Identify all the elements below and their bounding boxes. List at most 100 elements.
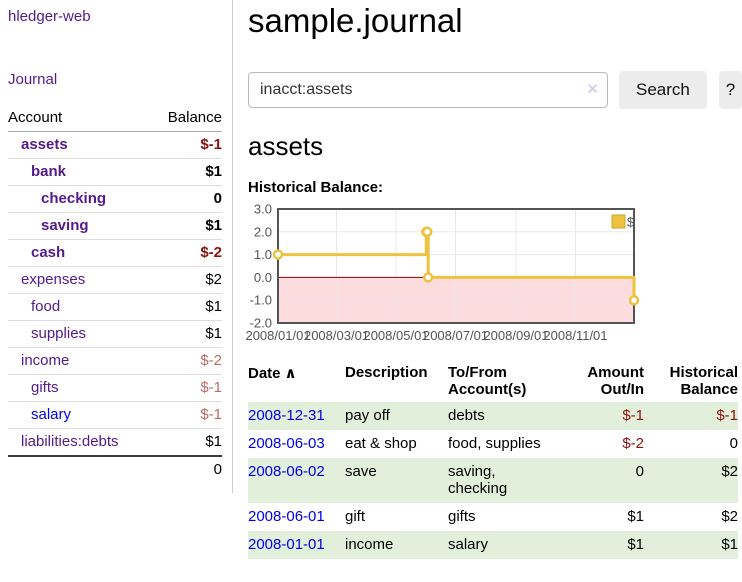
transaction-accounts: salary xyxy=(448,536,489,553)
account-balance: $-1 xyxy=(151,374,222,402)
column-header-description: Description xyxy=(345,364,428,381)
account-link-checking[interactable]: checking xyxy=(41,190,107,207)
account-balance: $1 xyxy=(151,320,222,348)
transaction-historical: $2 xyxy=(721,508,738,525)
search-input[interactable] xyxy=(248,72,608,108)
search-form: ✕ Search ? xyxy=(248,71,742,109)
chart-heading: Historical Balance: xyxy=(248,179,384,196)
transaction-date-link[interactable]: 2008-06-03 xyxy=(248,435,325,452)
table-row: 2008-01-01 income salary $1 $1 xyxy=(248,531,738,559)
column-header-amount: Amount Out/In xyxy=(587,364,644,398)
transaction-description: save xyxy=(345,463,377,480)
account-row: supplies $1 xyxy=(8,320,222,348)
transaction-historical: $1 xyxy=(721,536,738,553)
account-link-salary[interactable]: salary xyxy=(31,406,72,423)
account-balance: $-1 xyxy=(151,401,222,429)
account-link-gifts[interactable]: gifts xyxy=(31,379,59,396)
brand-link[interactable]: hledger-web xyxy=(8,8,91,25)
svg-text:-2.0: -2.0 xyxy=(250,316,272,331)
table-row: 2008-06-01 gift gifts $1 $2 xyxy=(248,503,738,531)
transaction-amount: $1 xyxy=(627,508,644,525)
transaction-amount: $-2 xyxy=(622,435,644,452)
transaction-description: gift xyxy=(345,508,366,525)
transaction-historical: $2 xyxy=(721,463,738,480)
account-link-liabilities-debts[interactable]: liabilities:debts xyxy=(21,433,119,450)
account-balance: $-2 xyxy=(151,347,222,375)
account-balance: $1 xyxy=(151,212,222,240)
balance-chart: 3.0 2.0 1.0 0.0 -1.0 -2.02008/01/012008/03/01… xyxy=(245,202,640,343)
accounts-total: 0 xyxy=(151,455,222,483)
svg-text:2008/01/01: 2008/01/01 xyxy=(245,328,310,343)
account-row: liabilities:debts $1 xyxy=(8,428,222,457)
account-link-food[interactable]: food xyxy=(31,298,61,315)
transaction-amount: $-1 xyxy=(622,407,644,424)
help-button[interactable]: ? xyxy=(718,71,742,109)
search-button[interactable]: Search xyxy=(619,71,707,109)
account-balance: $1 xyxy=(151,293,222,321)
svg-text:2.0: 2.0 xyxy=(254,224,272,239)
accounts-header-balance: Balance xyxy=(151,105,222,132)
transaction-date-link[interactable]: 2008-01-01 xyxy=(248,536,325,553)
page-title: sample.journal xyxy=(248,2,463,39)
transaction-historical: 0 xyxy=(729,435,738,452)
sidebar-item-journal[interactable]: Journal xyxy=(8,71,58,88)
register-header-row: Date ∧ Description To/From Account(s) Amo… xyxy=(248,362,738,402)
svg-text:2008/09/01: 2008/09/01 xyxy=(483,328,548,343)
account-balance: 0 xyxy=(151,185,222,213)
account-row: income $-2 xyxy=(8,347,222,375)
transaction-date-link[interactable]: 2008-12-31 xyxy=(248,407,325,424)
transaction-accounts: food, supplies xyxy=(448,435,541,452)
transaction-accounts: gifts xyxy=(448,508,476,525)
account-balance: $-2 xyxy=(151,239,222,267)
svg-text:2008/07/01: 2008/07/01 xyxy=(423,328,488,343)
clear-search-icon[interactable]: ✕ xyxy=(586,81,599,98)
transaction-date-link[interactable]: 2008-06-02 xyxy=(248,463,325,480)
accounts-table: Account Balance assets $-1 bank $1 check… xyxy=(8,105,222,483)
transaction-accounts: saving, checking xyxy=(448,463,508,497)
main-content: sample.journal ✕ Search ? assets Histori… xyxy=(245,0,742,559)
svg-text:2008/11/01: 2008/11/01 xyxy=(543,328,607,343)
sidebar: hledger-web Journal Account Balance asse… xyxy=(0,0,233,493)
column-header-date[interactable]: Date ∧ xyxy=(248,365,297,382)
legend-swatch xyxy=(611,214,626,229)
account-row: food $1 xyxy=(8,293,222,321)
account-link-assets[interactable]: assets xyxy=(21,136,68,153)
sort-asc-icon: ∧ xyxy=(284,365,297,382)
transaction-description: eat & shop xyxy=(345,435,417,452)
account-balance: $1 xyxy=(151,158,222,186)
account-row: cash $-2 xyxy=(8,239,222,267)
transaction-amount: $1 xyxy=(627,536,644,553)
account-row: saving $1 xyxy=(8,212,222,240)
account-balance: $-1 xyxy=(151,131,222,159)
account-row: salary $-1 xyxy=(8,401,222,429)
transaction-date-link[interactable]: 2008-06-01 xyxy=(248,508,325,525)
account-row: gifts $-1 xyxy=(8,374,222,402)
register-table: Date ∧ Description To/From Account(s) Amo… xyxy=(248,362,738,559)
account-link-expenses[interactable]: expenses xyxy=(21,271,86,288)
svg-text:3.0: 3.0 xyxy=(254,202,272,217)
account-row: assets $-1 xyxy=(8,131,222,159)
account-link-bank[interactable]: bank xyxy=(31,163,67,180)
transaction-amount: 0 xyxy=(635,463,644,480)
account-link-income[interactable]: income xyxy=(21,352,70,369)
accounts-total-row: 0 xyxy=(8,455,222,483)
svg-text:0.0: 0.0 xyxy=(254,270,272,285)
account-row: expenses $2 xyxy=(8,266,222,294)
transaction-accounts: debts xyxy=(448,407,485,424)
table-row: 2008-06-02 save saving, checking 0 $2 xyxy=(248,458,738,503)
account-title: assets xyxy=(248,131,324,161)
transaction-description: pay off xyxy=(345,407,390,424)
accounts-header-account: Account xyxy=(8,105,152,132)
svg-text:1.0: 1.0 xyxy=(254,247,272,262)
accounts-header-row: Account Balance xyxy=(8,105,222,132)
account-row: bank $1 xyxy=(8,158,222,186)
account-link-supplies[interactable]: supplies xyxy=(31,325,87,342)
column-header-historical: Historical Balance xyxy=(669,364,738,398)
account-link-saving[interactable]: saving xyxy=(41,217,89,234)
account-link-cash[interactable]: cash xyxy=(31,244,66,261)
account-row: checking 0 xyxy=(8,185,222,213)
transaction-historical: $-1 xyxy=(716,407,738,424)
transaction-description: income xyxy=(345,536,394,553)
table-row: 2008-06-03 eat & shop food, supplies $-2… xyxy=(248,430,738,458)
